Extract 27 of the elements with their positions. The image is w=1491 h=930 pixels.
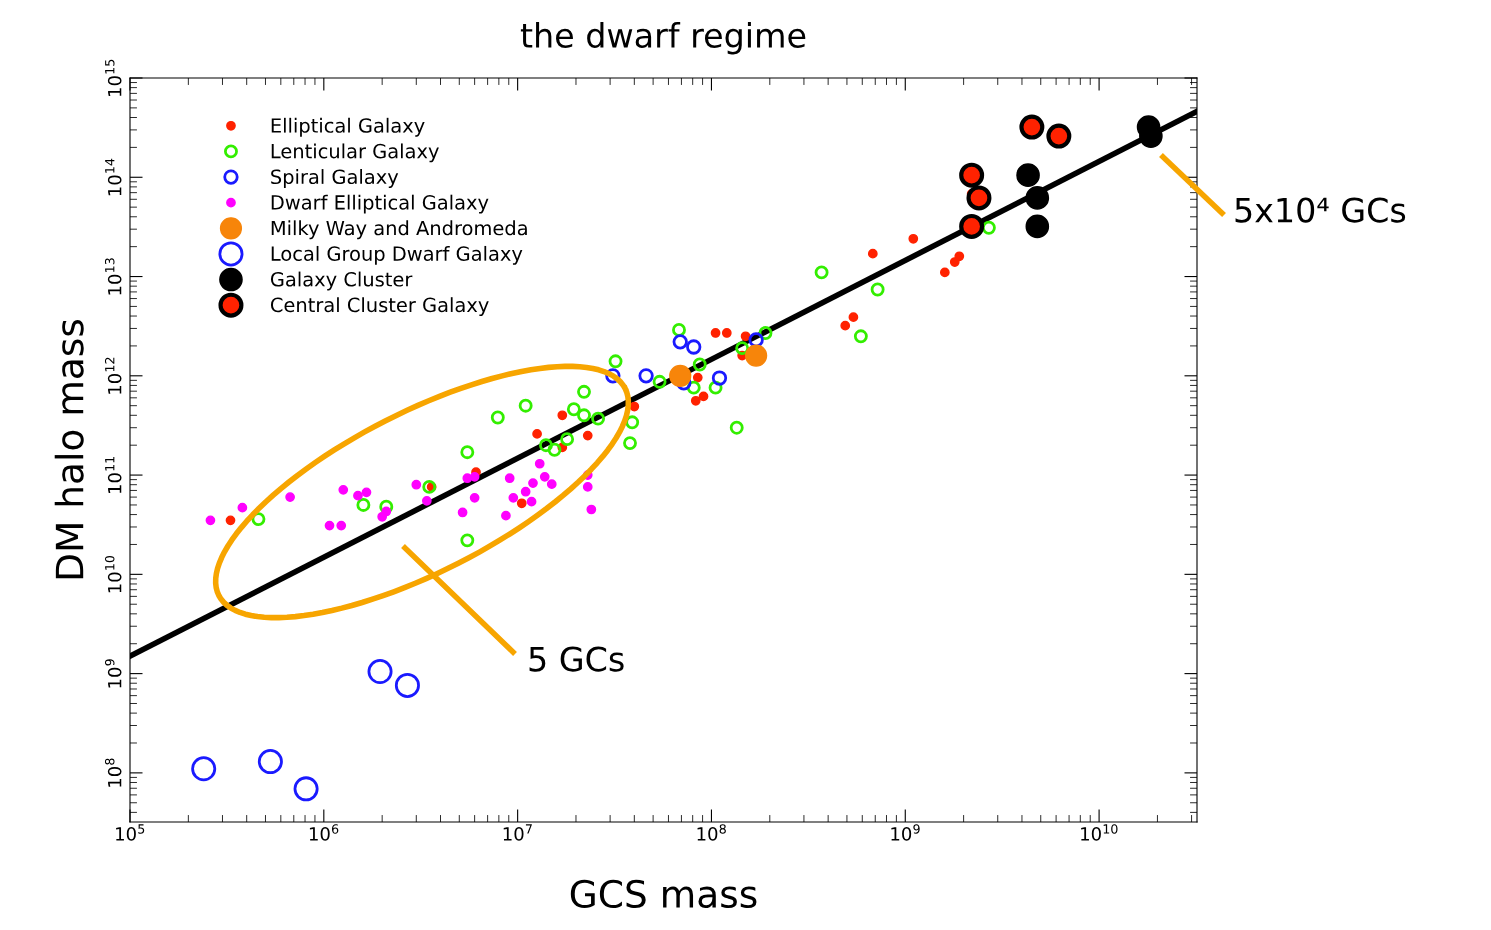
x-tick-label: 10$^{5}$ — [116, 824, 145, 841]
legend-label: Central Cluster Galaxy — [270, 297, 489, 317]
y-tick-label: 10$^{9}$ — [104, 659, 122, 688]
x-axis-title: GCS mass — [570, 879, 757, 909]
y-tick-label: 10$^{13}$ — [104, 258, 122, 295]
legend-label: Elliptical Galaxy — [271, 117, 425, 137]
legend-label: Spiral Galaxy — [271, 169, 399, 188]
legend-label: Dwarf Elliptical Galaxy — [271, 194, 489, 214]
y-tick-label: 10$^{8}$ — [104, 758, 122, 787]
legend-label: Local Group Dwarf Galaxy — [271, 245, 523, 265]
chart-title: the dwarf regime — [520, 22, 806, 55]
annotation: 5 GCs — [529, 646, 624, 672]
y-tick-label: 10$^{12}$ — [104, 357, 122, 394]
x-tick-label: 10$^{6}$ — [309, 824, 339, 841]
y-tick-label: 10$^{15}$ — [105, 59, 122, 96]
x-tick-label: 10$^{7}$ — [503, 824, 532, 841]
legend-label: Lenticular Galaxy — [271, 143, 439, 163]
text: 5x10⁴ GCs — [1235, 197, 1406, 223]
x-tick-label: 10$^{9}$ — [891, 824, 920, 841]
x-tick-label: 10$^{10}$ — [1081, 824, 1118, 841]
y-axis-title: DM halo mass — [54, 319, 84, 579]
y-tick-label: 10$^{10}$ — [104, 555, 122, 593]
y-tick-label: 10$^{14}$ — [105, 158, 122, 196]
y-tick-label: 10$^{11}$ — [105, 456, 122, 494]
x-tick-label: 10$^{8}$ — [697, 824, 726, 841]
legend-label: Milky Way and Andromeda — [271, 220, 527, 240]
legend-label: Galaxy Cluster — [270, 271, 413, 291]
